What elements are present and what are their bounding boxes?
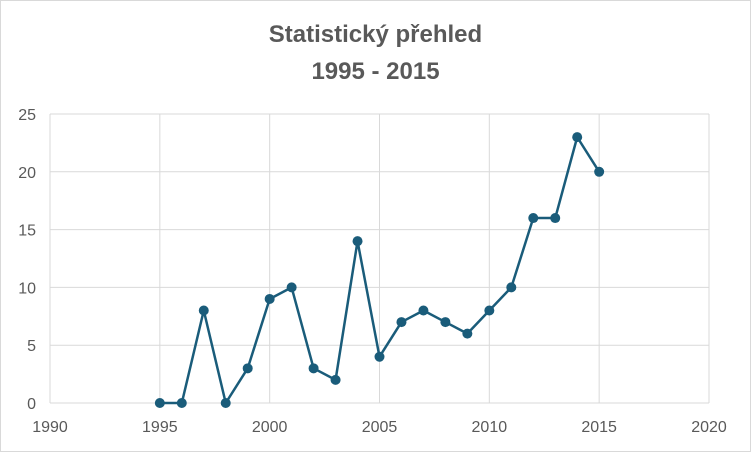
chart-subtitle: 1995 - 2015	[311, 58, 440, 85]
data-point	[396, 317, 407, 328]
data-point	[528, 213, 539, 224]
x-tick-label: 2020	[691, 419, 727, 436]
data-point	[286, 282, 297, 293]
x-axis-ticks: 1990 1995 2000 2005 2010 2015 2020	[32, 419, 727, 436]
y-tick-label: 0	[27, 396, 36, 413]
data-point	[352, 236, 363, 247]
data-point	[374, 351, 385, 362]
data-point	[220, 398, 231, 408]
chart-title: Statistický přehled	[268, 21, 483, 48]
data-point	[572, 132, 583, 143]
x-tick-label: 1990	[32, 419, 68, 436]
x-tick-label: 2015	[581, 419, 617, 436]
x-tick-label: 1995	[142, 419, 178, 436]
data-point	[264, 293, 275, 304]
y-tick-label: 25	[18, 107, 36, 124]
data-point	[550, 213, 561, 224]
series	[154, 132, 605, 408]
y-tick-label: 20	[18, 165, 36, 182]
y-tick-label: 15	[18, 223, 36, 240]
x-tick-label: 2005	[362, 419, 398, 436]
data-point	[198, 305, 209, 316]
data-point	[418, 305, 429, 316]
x-tick-label: 2000	[252, 419, 288, 436]
y-axis-ticks: 0 5 10 15 20 25	[18, 107, 36, 413]
data-point	[176, 398, 187, 408]
data-point	[506, 282, 517, 293]
y-tick-label: 10	[18, 280, 36, 297]
x-tick-label: 2010	[472, 419, 508, 436]
data-point	[594, 166, 605, 177]
data-point	[330, 374, 341, 385]
data-point	[242, 363, 253, 374]
data-point	[154, 398, 165, 408]
gridlines	[49, 113, 710, 404]
y-tick-label: 5	[27, 338, 36, 355]
data-point	[462, 328, 473, 339]
data-point	[484, 305, 495, 316]
data-point	[308, 363, 319, 374]
data-point	[440, 317, 451, 328]
